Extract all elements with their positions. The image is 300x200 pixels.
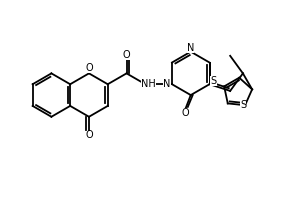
Text: S: S xyxy=(240,100,246,110)
Text: O: O xyxy=(182,108,190,118)
Text: O: O xyxy=(85,63,93,73)
Text: N: N xyxy=(163,79,171,89)
Text: N: N xyxy=(187,43,194,53)
Text: O: O xyxy=(85,130,93,140)
Text: NH: NH xyxy=(141,79,156,89)
Text: S: S xyxy=(210,76,217,86)
Text: O: O xyxy=(123,50,130,60)
